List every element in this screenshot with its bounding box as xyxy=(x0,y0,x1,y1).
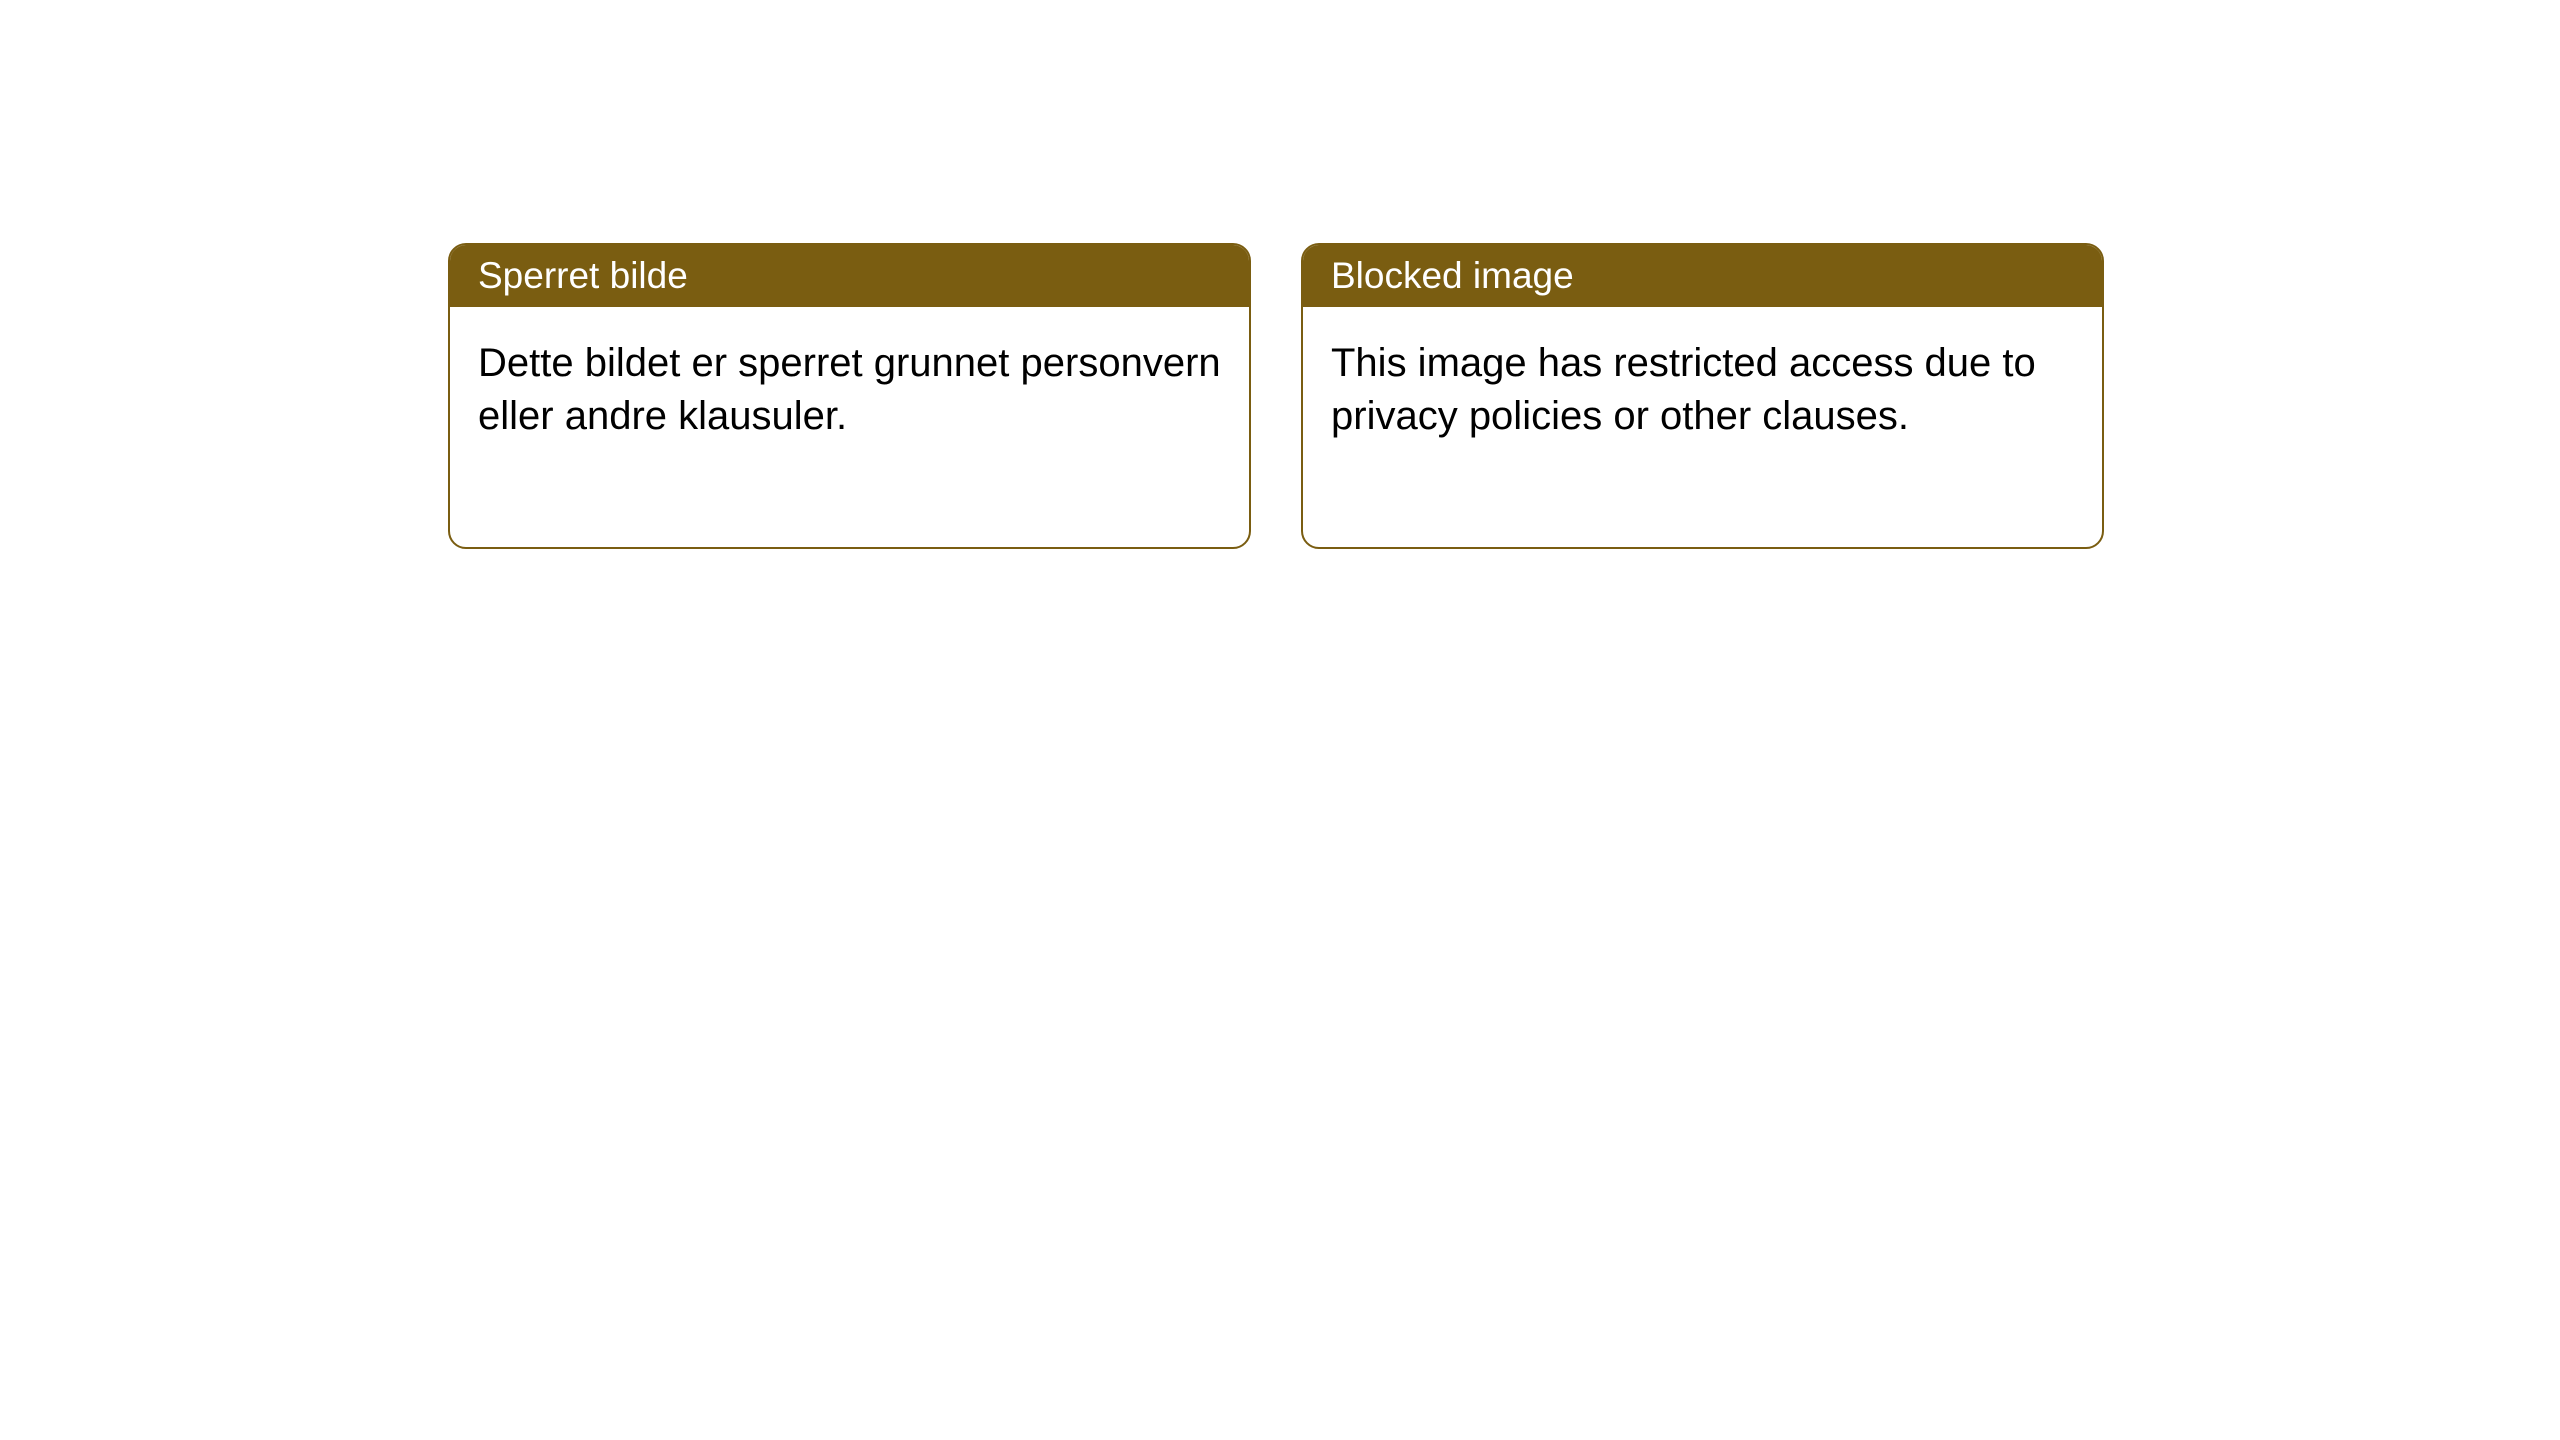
notice-box-english: Blocked image This image has restricted … xyxy=(1301,243,2104,549)
notice-body: This image has restricted access due to … xyxy=(1303,307,2102,547)
notice-box-norwegian: Sperret bilde Dette bildet er sperret gr… xyxy=(448,243,1251,549)
notice-container: Sperret bilde Dette bildet er sperret gr… xyxy=(448,243,2104,549)
notice-header: Sperret bilde xyxy=(450,245,1249,307)
notice-header: Blocked image xyxy=(1303,245,2102,307)
notice-body: Dette bildet er sperret grunnet personve… xyxy=(450,307,1249,547)
